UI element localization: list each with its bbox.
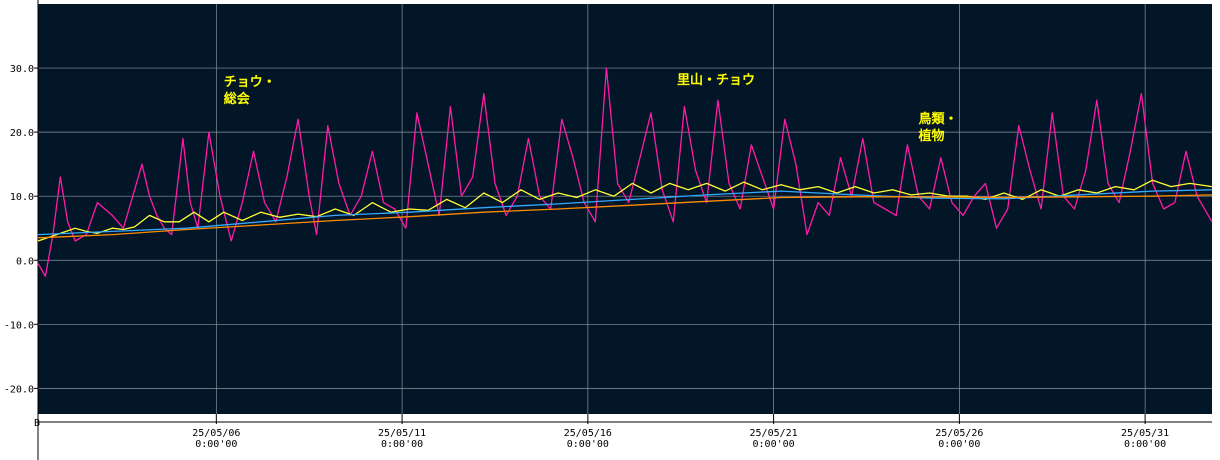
series-line-1 bbox=[37, 67, 1213, 277]
x-tick-date: 25/05/06 bbox=[192, 428, 240, 439]
x-tick-date: 25/05/16 bbox=[564, 428, 612, 439]
y-tick-label: 10.0 bbox=[10, 192, 34, 203]
y-tick-label: 30.0 bbox=[10, 64, 34, 75]
series-layer bbox=[37, 67, 1213, 277]
x-tick-time: 0:00'00 bbox=[938, 439, 980, 450]
x-tick-date: 25/05/26 bbox=[935, 428, 983, 439]
annotation-label: 植物 bbox=[918, 128, 945, 144]
annotation-label: 総会 bbox=[224, 91, 251, 107]
y-tick-label: 0.0 bbox=[16, 256, 34, 267]
y-tick-label: -10.0 bbox=[4, 320, 34, 331]
y-tick-label: -20.0 bbox=[4, 384, 34, 395]
x-tick-date: 25/05/31 bbox=[1121, 428, 1169, 439]
series-line-2 bbox=[37, 179, 1213, 242]
x-tick-time: 0:00'00 bbox=[753, 439, 795, 450]
x-tick-time: 0:00'00 bbox=[1124, 439, 1166, 450]
annotation-label: 里山・チョウ bbox=[677, 72, 755, 88]
x-tick-time: 0:00'00 bbox=[195, 439, 237, 450]
y-axis: 30.0 20.0 10.0 0.0 -10.0 -20.0 bbox=[4, 0, 39, 460]
series-line-4 bbox=[37, 194, 1213, 239]
x-axis: 25/05/060:00'0025/05/110:00'0025/05/160:… bbox=[38, 414, 1212, 450]
corner-label: B bbox=[34, 418, 40, 429]
plot-area bbox=[38, 4, 1212, 414]
grid bbox=[38, 4, 1212, 414]
x-tick-time: 0:00'00 bbox=[381, 439, 423, 450]
annotation-label: チョウ・ bbox=[224, 75, 276, 90]
x-tick-date: 25/05/21 bbox=[750, 428, 798, 439]
x-tick-date: 25/05/11 bbox=[378, 428, 426, 439]
annotation-label: 鳥類・ bbox=[919, 111, 958, 127]
y-tick-label: 20.0 bbox=[10, 128, 34, 139]
x-tick-time: 0:00'00 bbox=[567, 439, 609, 450]
